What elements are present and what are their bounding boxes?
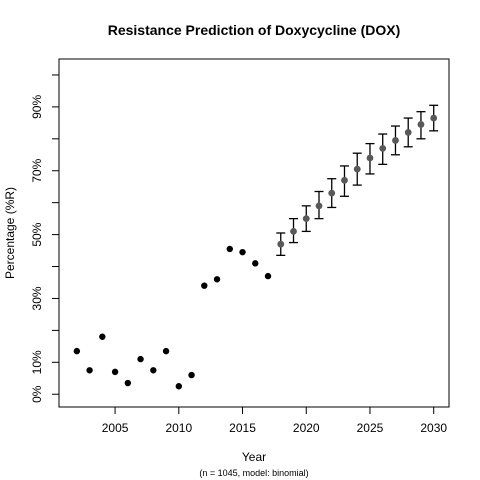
predicted-point <box>430 115 437 122</box>
x-tick-label: 2025 <box>357 421 384 435</box>
observed-point <box>252 260 258 266</box>
y-tick-label: 30% <box>30 286 44 310</box>
x-tick-label: 2005 <box>102 421 129 435</box>
predicted-point <box>418 121 425 128</box>
predicted-point <box>290 228 297 235</box>
y-tick-label: 10% <box>30 350 44 374</box>
y-tick-label: 0% <box>30 385 44 403</box>
observed-point <box>239 249 245 255</box>
observed-point <box>112 369 118 375</box>
observed-point <box>188 372 194 378</box>
observed-point <box>150 367 156 373</box>
chart-title: Resistance Prediction of Doxycycline (DO… <box>108 22 401 38</box>
predicted-point <box>379 145 386 152</box>
predicted-point <box>316 202 323 209</box>
observed-point <box>125 380 131 386</box>
observed-point <box>74 348 80 354</box>
observed-point <box>265 273 271 279</box>
predicted-point <box>354 166 361 173</box>
y-tick-label: 70% <box>30 158 44 182</box>
predicted-point <box>341 177 348 184</box>
observed-point <box>163 348 169 354</box>
x-tick-label: 2015 <box>229 421 256 435</box>
y-axis-label: Percentage (%R) <box>3 187 17 279</box>
x-tick-label: 2030 <box>420 421 447 435</box>
data-marks <box>74 105 439 389</box>
predicted-point <box>303 215 310 222</box>
x-axis-label: Year <box>242 450 266 464</box>
predicted-point <box>367 155 374 162</box>
observed-point <box>176 383 182 389</box>
y-axis: 0% 10% 30% 50% 70% 90% <box>30 75 59 403</box>
observed-point <box>86 367 92 373</box>
plot-frame <box>59 59 449 407</box>
x-tick-label: 2010 <box>165 421 192 435</box>
observed-point <box>227 246 233 252</box>
x-axis: 2005 2010 2015 2020 2025 2030 <box>102 407 448 435</box>
observed-point <box>99 334 105 340</box>
observed-point <box>214 276 220 282</box>
predicted-point <box>277 241 284 248</box>
observed-point <box>137 356 143 362</box>
x-tick-label: 2020 <box>293 421 320 435</box>
y-tick-label: 50% <box>30 222 44 246</box>
predicted-point <box>328 190 335 197</box>
model-note: (n = 1045, model: binomial) <box>199 468 308 478</box>
predicted-point <box>392 137 399 144</box>
y-tick-label: 90% <box>30 95 44 119</box>
predicted-point <box>405 129 412 136</box>
observed-point <box>201 282 207 288</box>
